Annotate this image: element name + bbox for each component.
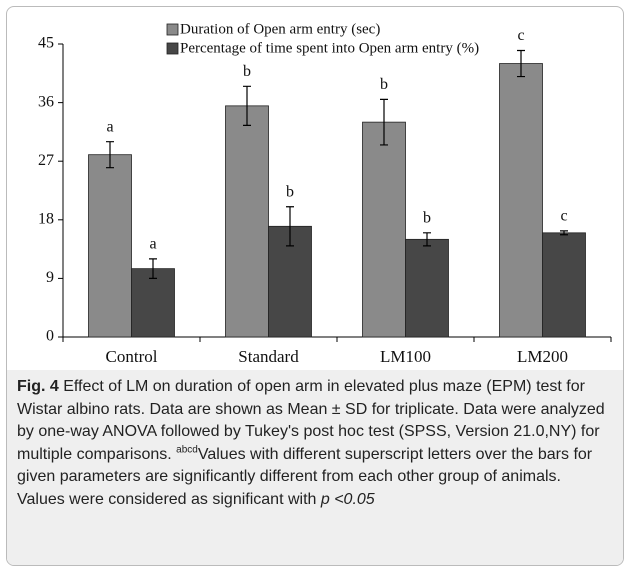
- legend-label: Percentage of time spent into Open arm e…: [180, 40, 479, 56]
- error-bar: [380, 98, 388, 146]
- x-tick-label: LM100: [380, 347, 431, 366]
- fig-label: Fig. 4: [17, 378, 59, 395]
- y-tick-label: 9: [46, 269, 54, 286]
- error-bar: [423, 232, 431, 247]
- y-tick-label: 18: [38, 210, 54, 227]
- caption-text: Effect of LM on duration of open arm in …: [17, 378, 605, 463]
- caption-text: Values with different superscript letter…: [17, 445, 593, 508]
- error-bar: [286, 206, 294, 247]
- error-bar: [243, 85, 251, 126]
- bar: [88, 154, 132, 338]
- legend-swatch: [166, 23, 179, 36]
- legend-label: Duration of Open arm entry (sec): [180, 21, 380, 37]
- y-tick-label: 45: [38, 35, 54, 52]
- significance-letter: b: [380, 76, 388, 93]
- significance-letter: c: [560, 208, 567, 225]
- bar: [225, 105, 269, 338]
- x-tick-label: Standard: [238, 347, 299, 366]
- caption-sup: abcd: [176, 444, 198, 456]
- significance-letter: a: [149, 236, 156, 253]
- significance-letter: b: [286, 183, 294, 200]
- bar: [499, 63, 543, 338]
- error-bar: [560, 230, 568, 236]
- bar: [405, 238, 449, 338]
- y-tick-label: 27: [38, 152, 54, 169]
- significance-letter: b: [243, 63, 251, 80]
- caption-italic: p <0.05: [320, 490, 375, 508]
- caption: Fig. 4 Effect of LM on duration of open …: [7, 370, 623, 565]
- x-tick-label: LM200: [517, 347, 568, 366]
- x-tick-label: Control: [106, 347, 158, 366]
- bar: [362, 121, 406, 338]
- chart: 0 9 18 27 36 45 Control a a Standard b b LM100 b b LM20…: [38, 21, 612, 366]
- error-bar: [149, 258, 157, 279]
- figure: 0 9 18 27 36 45 Control a a Standard b b LM100 b b LM20…: [6, 6, 624, 566]
- significance-letter: a: [106, 118, 113, 135]
- error-bar: [517, 49, 525, 78]
- y-tick-label: 0: [46, 328, 54, 345]
- significance-letter: b: [423, 209, 431, 226]
- error-bar: [106, 141, 114, 169]
- legend-swatch: [166, 42, 179, 55]
- bar: [542, 232, 586, 338]
- bar: [131, 268, 175, 338]
- significance-letter: c: [517, 27, 524, 44]
- y-tick-label: 36: [38, 93, 54, 110]
